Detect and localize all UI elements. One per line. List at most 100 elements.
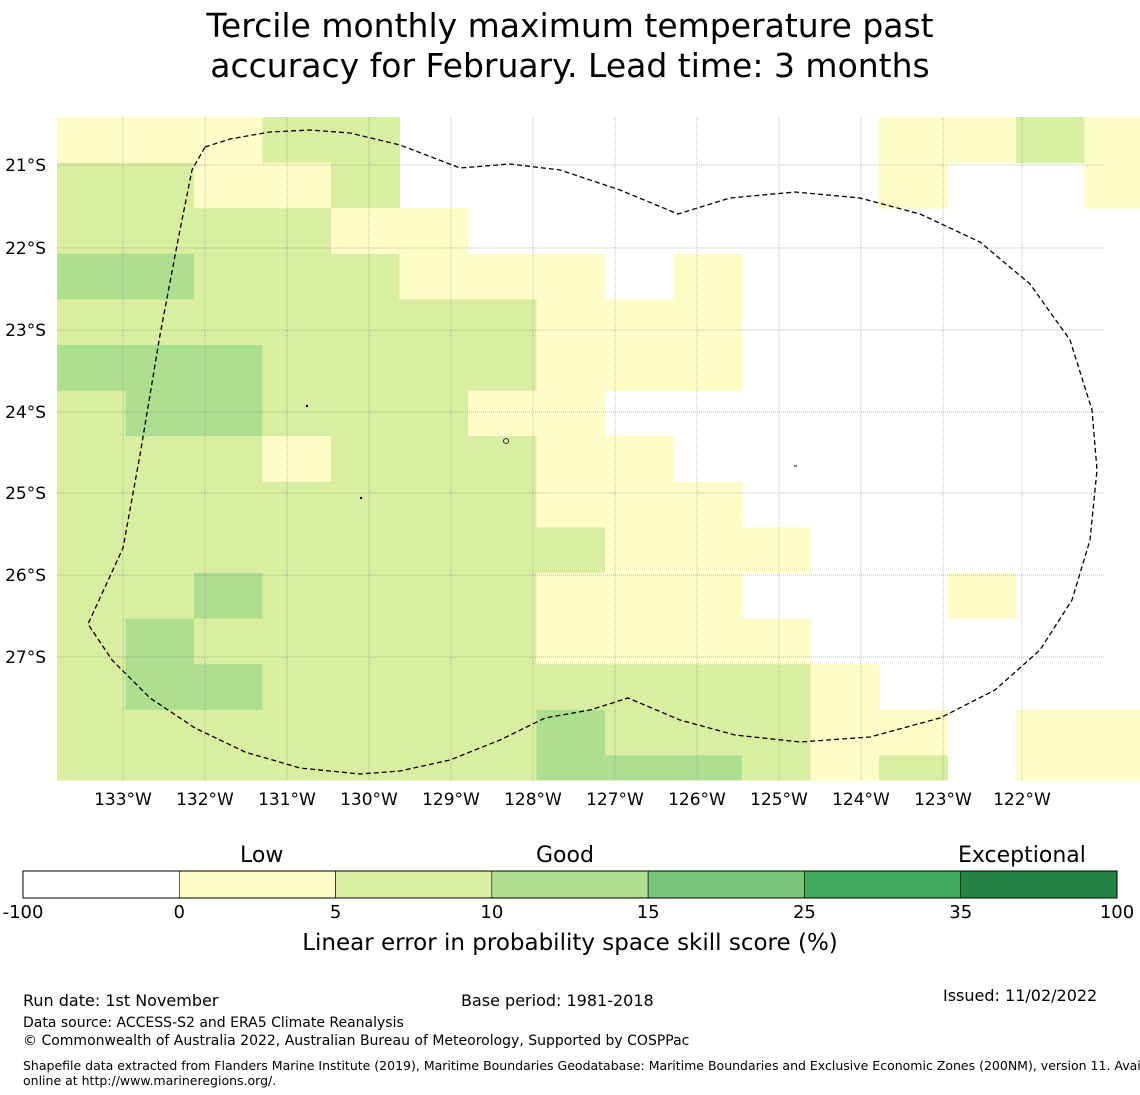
grid-cell	[262, 709, 332, 756]
islands	[305, 404, 797, 500]
longitude-labels: 133°W 132°W 131°W 130°W 129°W 128°W 127°W 126°W…	[94, 790, 1051, 810]
base-period: Base period: 1981-2018	[461, 991, 654, 1010]
grid-cell	[57, 390, 126, 437]
grid-cell	[468, 755, 537, 781]
grid-cell	[262, 527, 332, 574]
grid-cell	[194, 208, 263, 255]
latitude-labels: 21°S 22°S 23°S 24°S 25°S 26°S 27°S	[5, 156, 46, 668]
grid-cell	[399, 618, 469, 665]
colorbar-label-good: Good	[536, 843, 594, 868]
colorbar-tick-label: 5	[329, 902, 342, 923]
grid-cell	[125, 117, 195, 164]
grid-cell	[399, 527, 469, 574]
grid-cell	[57, 436, 126, 483]
longitude-label: 128°W	[504, 790, 562, 810]
colorbar-segment	[335, 870, 493, 899]
grid-cell	[810, 755, 880, 781]
colorbar-segment	[960, 870, 1118, 899]
colorbar-tick-label: 100	[1099, 902, 1135, 923]
grid-cell	[262, 117, 332, 164]
latitude-label: 26°S	[5, 566, 46, 586]
longitude-label: 126°W	[668, 790, 726, 810]
shapefile-credit-1: Shapefile data extracted from Flanders M…	[23, 1058, 1140, 1073]
grid-cell	[331, 709, 400, 756]
grid-cell	[947, 117, 1017, 164]
shapefile-credit-2: online at http://www.marineregions.org/.	[23, 1073, 277, 1088]
colorbar-tick-label: 35	[949, 902, 973, 923]
grid-cell	[125, 390, 195, 437]
grid-cell	[194, 573, 263, 620]
grid-cell	[125, 299, 195, 346]
latitude-label: 23°S	[5, 321, 46, 341]
copyright: © Commonwealth of Australia 2022, Austra…	[23, 1033, 690, 1049]
longitude-label: 130°W	[340, 790, 398, 810]
grid-cell	[605, 345, 674, 392]
grid-cell	[468, 345, 537, 392]
grid-cell	[399, 253, 469, 300]
grid-cell	[125, 709, 195, 756]
grid-cell	[125, 162, 195, 209]
colorbar-segment	[22, 870, 180, 899]
longitude-label: 122°W	[993, 790, 1051, 810]
grid-cell	[605, 618, 674, 665]
grid-cell	[1084, 709, 1140, 756]
grid-cell	[879, 755, 948, 781]
grid-cell	[194, 481, 263, 528]
map-title: Tercile monthly maximum temperature past…	[0, 6, 1140, 86]
grid-cell	[331, 117, 400, 164]
grid-cell	[605, 755, 674, 781]
graticule	[57, 117, 1105, 780]
eez-boundary	[87, 129, 1098, 775]
grid-cell	[331, 436, 400, 483]
grid-cell	[536, 755, 606, 781]
grid-cell	[331, 299, 400, 346]
grid-cell	[125, 208, 195, 255]
colorbar-segment	[491, 870, 649, 899]
grid-cell	[536, 664, 606, 711]
grid-cell	[399, 390, 469, 437]
grid-cell	[57, 117, 126, 164]
colorbar-label-exceptional: Exceptional	[958, 843, 1086, 868]
island	[359, 496, 363, 500]
grid-cell	[331, 481, 400, 528]
grid-cell	[125, 481, 195, 528]
grid-cell	[262, 208, 332, 255]
grid-cell	[262, 253, 332, 300]
grid-cell	[605, 481, 674, 528]
grid-cell	[125, 253, 195, 300]
grid-cell	[262, 436, 332, 483]
grid-cell	[399, 299, 469, 346]
grid-cell	[810, 664, 880, 711]
grid-cell	[399, 436, 469, 483]
grid-cell	[673, 618, 743, 665]
grid-cell	[125, 573, 195, 620]
longitude-label: 132°W	[176, 790, 234, 810]
grid-cell	[125, 436, 195, 483]
grid-cell	[1084, 162, 1140, 209]
grid-cell	[468, 573, 537, 620]
grid-cell	[125, 345, 195, 392]
grid-cell	[194, 299, 263, 346]
grid-cell	[57, 345, 126, 392]
grid-cell	[879, 162, 948, 209]
grid-cell	[1016, 709, 1085, 756]
grid-cell	[262, 618, 332, 665]
grid-cell	[57, 208, 126, 255]
colorbar-label-low: Low	[240, 843, 284, 868]
grid-cell	[673, 573, 743, 620]
grid-cell	[673, 664, 743, 711]
grid-cell	[673, 481, 743, 528]
grid-cell	[536, 527, 606, 574]
colorbar-segment	[647, 870, 805, 899]
latitude-label: 24°S	[5, 403, 46, 423]
grid-cell	[331, 208, 400, 255]
grid-cell	[605, 573, 674, 620]
grid-cell	[331, 390, 400, 437]
colorbar-tick-label: 10	[480, 902, 504, 923]
colorbar-tick-label: 25	[792, 902, 816, 923]
grid-cell	[468, 253, 537, 300]
grid-cell	[879, 709, 948, 756]
grid-cell	[399, 709, 469, 756]
grid-cell	[536, 709, 606, 756]
grid-cell	[605, 527, 674, 574]
